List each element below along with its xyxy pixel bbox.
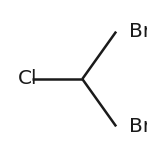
Text: Br: Br	[129, 117, 147, 136]
Text: Br: Br	[129, 22, 147, 41]
Text: Cl: Cl	[18, 70, 37, 88]
